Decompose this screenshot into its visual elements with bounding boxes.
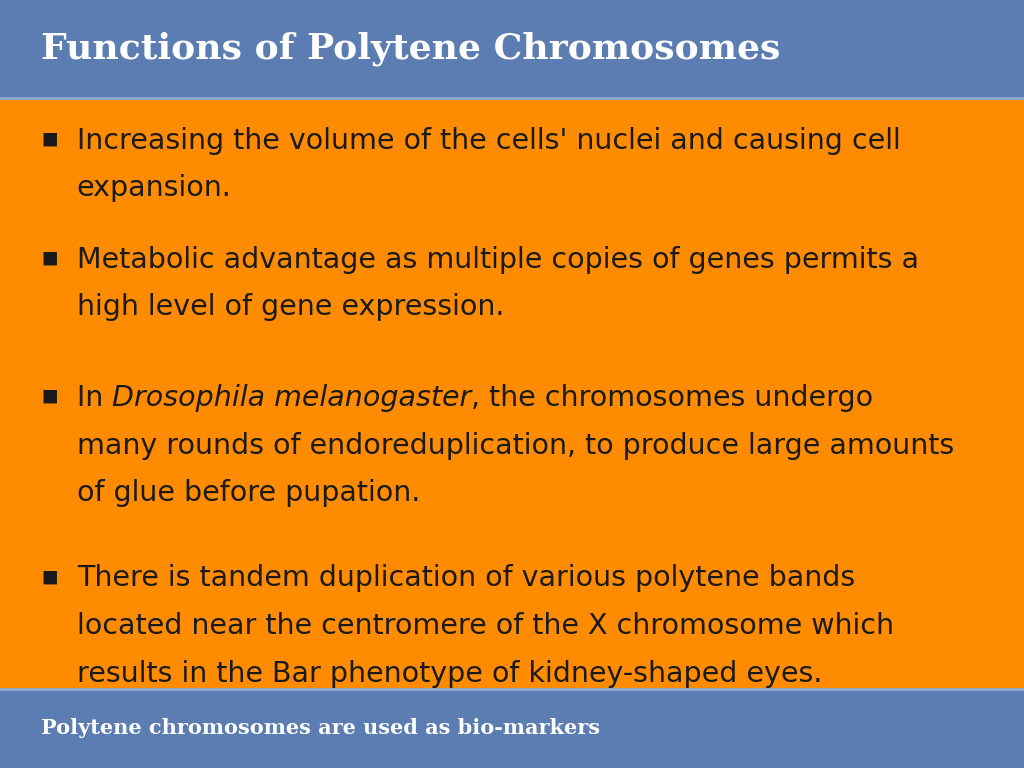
Text: Metabolic advantage as multiple copies of genes permits a: Metabolic advantage as multiple copies o… xyxy=(77,246,919,273)
Text: There is tandem duplication of various polytene bands: There is tandem duplication of various p… xyxy=(77,564,855,592)
Text: ▪: ▪ xyxy=(41,246,59,272)
Text: located near the centromere of the X chromosome which: located near the centromere of the X chr… xyxy=(77,612,894,640)
Text: ▪: ▪ xyxy=(41,384,59,410)
Text: , the chromosomes undergo: , the chromosomes undergo xyxy=(471,384,873,412)
Text: Polytene chromosomes are used as bio-markers: Polytene chromosomes are used as bio-mar… xyxy=(41,718,600,739)
Text: high level of gene expression.: high level of gene expression. xyxy=(77,293,504,321)
Bar xyxy=(0,0,1024,98)
Text: many rounds of endoreduplication, to produce large amounts: many rounds of endoreduplication, to pro… xyxy=(77,432,954,459)
Text: Functions of Polytene Chromosomes: Functions of Polytene Chromosomes xyxy=(41,31,780,66)
Text: expansion.: expansion. xyxy=(77,174,231,202)
Text: Increasing the volume of the cells' nuclei and causing cell: Increasing the volume of the cells' nucl… xyxy=(77,127,900,154)
Text: of glue before pupation.: of glue before pupation. xyxy=(77,479,420,507)
Bar xyxy=(0,689,1024,768)
Text: In: In xyxy=(77,384,112,412)
Text: ▪: ▪ xyxy=(41,564,59,591)
Text: results in the Bar phenotype of kidney-shaped eyes.: results in the Bar phenotype of kidney-s… xyxy=(77,660,822,687)
Text: Drosophila melanogaster: Drosophila melanogaster xyxy=(112,384,471,412)
Text: ▪: ▪ xyxy=(41,127,59,153)
Bar xyxy=(0,98,1024,689)
